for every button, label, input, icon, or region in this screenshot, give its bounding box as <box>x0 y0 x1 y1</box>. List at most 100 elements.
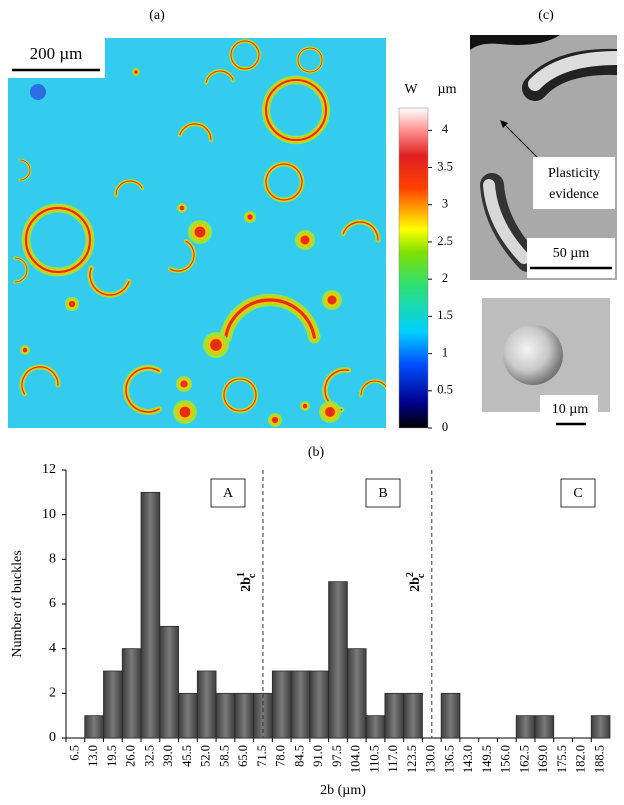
panel-label: (a) <box>149 8 165 23</box>
annotation: Plasticity <box>548 166 600 181</box>
x-tick-label: 130.0 <box>424 745 438 773</box>
ring <box>223 378 257 412</box>
region-label: A <box>223 486 234 501</box>
x-tick-label: 52.0 <box>199 745 213 767</box>
ring <box>264 78 328 142</box>
colorbar <box>398 107 429 429</box>
annotation-box <box>533 157 615 209</box>
arrow <box>501 121 541 161</box>
bar <box>140 491 161 739</box>
bar <box>271 670 292 739</box>
x-tick-label: 136.5 <box>442 745 456 773</box>
bar <box>234 692 254 739</box>
x-tick-label: 156.0 <box>499 745 513 773</box>
x-tick-label: 6.5 <box>67 745 81 761</box>
ring <box>14 257 28 283</box>
x-tick-label: 188.5 <box>592 745 606 773</box>
colorbar-tick-label: 4 <box>442 122 449 136</box>
ring <box>230 40 260 70</box>
x-axis-label: 2b (µm) <box>320 783 366 798</box>
scale-box <box>8 38 105 78</box>
ring <box>205 70 234 84</box>
bar <box>121 648 142 739</box>
x-tick-label: 45.5 <box>180 745 194 767</box>
y-tick-label: 6 <box>49 596 56 611</box>
region-box <box>365 478 401 508</box>
bar <box>365 715 386 739</box>
dot <box>179 406 191 418</box>
region-box <box>210 478 246 508</box>
dot <box>300 235 310 245</box>
x-tick-label: 26.0 <box>124 745 138 767</box>
bar <box>590 715 611 739</box>
ring <box>342 221 379 241</box>
y-tick-label: 0 <box>49 730 56 745</box>
colorbar-tick-label: 0 <box>442 420 448 434</box>
colorbar-tick-label: 1 <box>442 345 448 359</box>
ring <box>169 240 195 272</box>
blister <box>503 325 563 385</box>
threshold-label: 2b <box>408 577 423 592</box>
sem-features <box>470 35 617 272</box>
x-tick-label: 149.5 <box>480 745 494 773</box>
colorbar-tick-label: 3 <box>442 197 448 211</box>
threshold-label: 2b <box>239 577 254 592</box>
x-tick-label: 97.5 <box>330 745 344 767</box>
y-tick-label: 2 <box>49 686 56 701</box>
ring <box>21 366 59 395</box>
dot <box>271 416 279 424</box>
bar <box>440 692 461 739</box>
scale-box <box>540 395 598 427</box>
annotation: evidence <box>549 187 599 202</box>
y-axis-label: Number of buckles <box>10 550 25 657</box>
bar <box>384 692 405 739</box>
scale-label: 200 µm <box>30 44 83 63</box>
colorbar-tick-label: 0.5 <box>437 383 453 397</box>
dot <box>194 226 206 238</box>
dot <box>325 407 335 417</box>
threshold-sup: 1 <box>236 572 247 577</box>
bar <box>84 715 104 739</box>
threshold-label: 2b2c <box>405 572 427 592</box>
dot <box>327 295 337 305</box>
x-tick-label: 84.5 <box>292 745 306 767</box>
buckle-map <box>13 39 386 427</box>
threshold-sub: c <box>247 573 258 578</box>
panel-label: (c) <box>538 8 554 23</box>
x-tick-label: 65.0 <box>236 745 250 767</box>
scale-label: 50 µm <box>553 246 590 261</box>
x-tick-label: 58.5 <box>217 745 231 767</box>
threshold-sup: 2 <box>405 572 416 577</box>
ring <box>224 298 316 339</box>
x-tick-label: 104.0 <box>349 745 363 773</box>
region-label: C <box>573 486 582 501</box>
x-tick-label: 78.0 <box>274 745 288 767</box>
bar <box>309 670 330 739</box>
dot <box>22 347 28 353</box>
bar <box>515 715 536 739</box>
ring <box>297 47 323 73</box>
colorbar-tick-label: 2.5 <box>437 234 453 248</box>
x-tick-label: 71.5 <box>255 745 269 767</box>
colorbar-unit: µm <box>438 82 457 97</box>
colorbar-tick-label: 1.5 <box>437 308 453 322</box>
x-tick-label: 175.5 <box>555 745 569 773</box>
x-tick-label: 13.0 <box>86 745 100 767</box>
region-label: B <box>378 486 387 501</box>
bar <box>534 715 555 739</box>
y-tick-label: 4 <box>49 641 56 656</box>
x-tick-label: 19.5 <box>105 745 119 767</box>
x-tick-label: 123.5 <box>405 745 419 773</box>
dot <box>68 300 76 308</box>
y-tick-label: 12 <box>42 462 56 477</box>
ring <box>125 367 160 413</box>
x-tick-label: 110.5 <box>367 745 381 773</box>
ring <box>179 123 212 141</box>
bar <box>159 625 179 739</box>
colorbar-tick-label: 3.5 <box>437 159 453 173</box>
dot <box>210 339 222 351</box>
bar <box>346 648 367 739</box>
region-box <box>560 478 596 508</box>
y-tick-label: 10 <box>42 507 56 522</box>
